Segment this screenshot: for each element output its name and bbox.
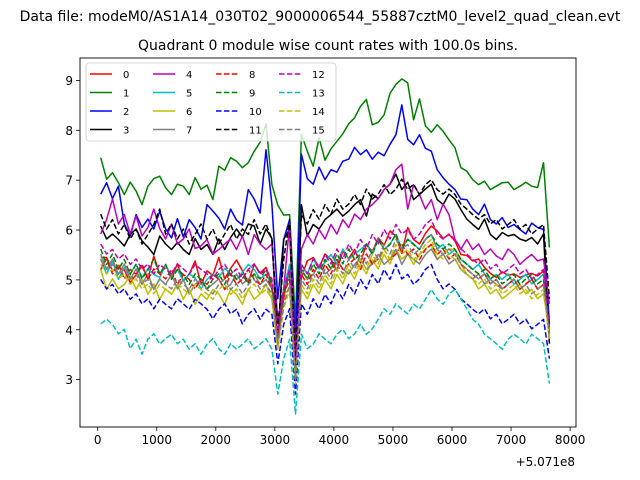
legend-label-5: 5 bbox=[186, 89, 192, 100]
series-line-7 bbox=[99, 248, 551, 370]
legend-label-13: 13 bbox=[312, 89, 325, 100]
legend-label-4: 4 bbox=[186, 70, 192, 81]
series-line-15 bbox=[100, 233, 551, 380]
series-line-4 bbox=[100, 163, 551, 360]
y-tick-label: 7 bbox=[65, 174, 73, 188]
series-layer bbox=[99, 78, 551, 415]
x-tick-label: 6000 bbox=[437, 433, 468, 447]
legend-label-3: 3 bbox=[123, 126, 129, 137]
y-tick-label: 9 bbox=[65, 74, 73, 88]
y-tick-label: 3 bbox=[65, 373, 73, 387]
y-tick-label: 5 bbox=[65, 273, 73, 287]
x-tick-label: 8000 bbox=[555, 433, 586, 447]
x-tick-label: 5000 bbox=[378, 433, 409, 447]
legend-label-12: 12 bbox=[312, 70, 325, 81]
legend-label-1: 1 bbox=[123, 89, 129, 100]
series-line-13 bbox=[100, 288, 551, 415]
x-tick-label: 4000 bbox=[319, 433, 350, 447]
series-line-9 bbox=[99, 233, 551, 380]
series-line-1 bbox=[99, 78, 551, 324]
series-line-2 bbox=[100, 104, 551, 345]
legend-label-15: 15 bbox=[312, 126, 325, 137]
legend-box bbox=[85, 62, 337, 142]
y-tick-label: 4 bbox=[65, 323, 73, 337]
series-line-10 bbox=[100, 263, 551, 395]
figure-suptitle: Data file: modeM0/AS1A14_030T02_90000065… bbox=[20, 9, 621, 25]
x-tick-label: 1000 bbox=[141, 433, 172, 447]
x-tick-label: 0 bbox=[94, 433, 102, 447]
legend-label-0: 0 bbox=[123, 70, 129, 81]
series-line-11 bbox=[100, 178, 551, 370]
legend-label-9: 9 bbox=[249, 89, 255, 100]
legend-label-8: 8 bbox=[249, 70, 255, 81]
legend-label-14: 14 bbox=[312, 107, 325, 118]
legend-label-11: 11 bbox=[249, 126, 262, 137]
series-line-3 bbox=[100, 173, 551, 375]
legend-label-2: 2 bbox=[123, 107, 129, 118]
legend-label-7: 7 bbox=[186, 126, 192, 137]
y-tick-label: 6 bbox=[65, 224, 73, 238]
legend-label-10: 10 bbox=[249, 107, 262, 118]
x-tick-label: 3000 bbox=[260, 433, 291, 447]
x-tick-label: 7000 bbox=[496, 433, 527, 447]
chart-title: Quadrant 0 module wise count rates with … bbox=[138, 38, 518, 54]
series-line-12 bbox=[100, 218, 551, 375]
legend-label-6: 6 bbox=[186, 107, 192, 118]
series-line-14 bbox=[100, 238, 551, 385]
x-axis: 0 1000 2000 3000 4000 5000 6000 7000 8000 bbox=[94, 427, 585, 447]
x-offset-label: +5.071e8 bbox=[516, 455, 575, 469]
x-tick-label: 2000 bbox=[201, 433, 232, 447]
y-tick-label: 8 bbox=[65, 124, 73, 138]
y-axis: 3 4 5 6 7 8 9 bbox=[65, 74, 80, 387]
plot-frame bbox=[79, 57, 577, 428]
